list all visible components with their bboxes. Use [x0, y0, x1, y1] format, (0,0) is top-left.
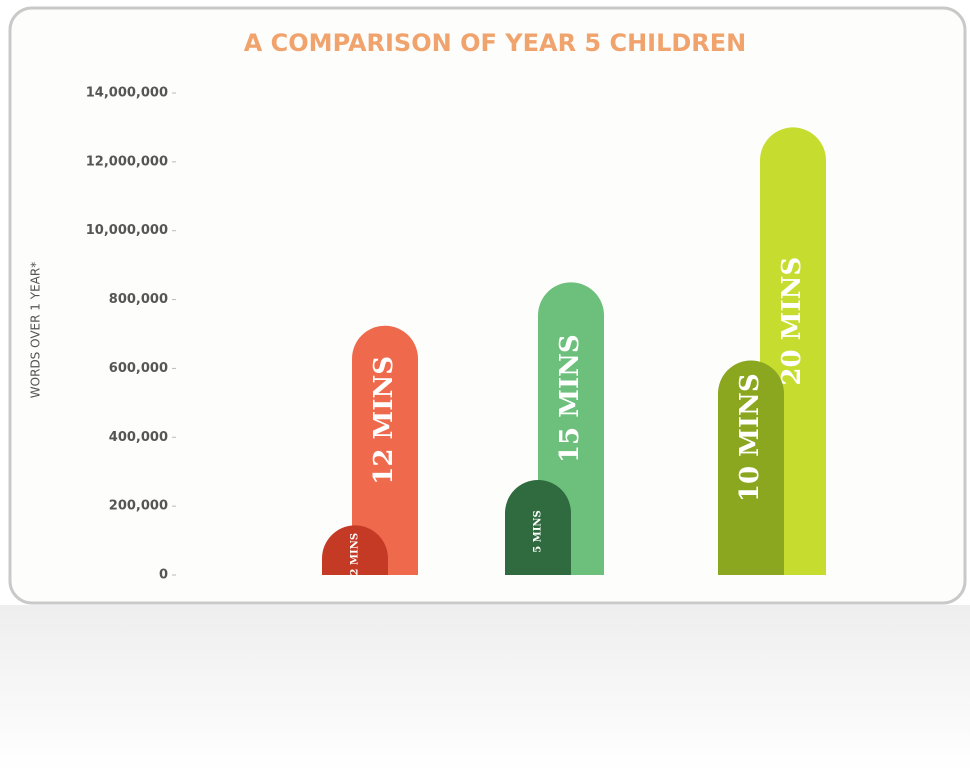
chart-title: A COMPARISON OF YEAR 5 CHILDREN [244, 29, 747, 57]
y-tick-label: 800,000 [109, 292, 168, 307]
bar-label: 5 MINS [533, 510, 544, 553]
y-tick-label: 10,000,000 [86, 223, 168, 238]
y-tick-label: 600,000 [109, 361, 168, 376]
bar-label: 10 MINS [735, 373, 765, 502]
chart: A COMPARISON OF YEAR 5 CHILDREN WORDS OV… [0, 0, 970, 772]
bar-label: 12 MINS [369, 356, 399, 485]
bar-label: 20 MINS [777, 257, 807, 386]
y-tick-label: 200,000 [109, 499, 168, 514]
bar-label: 2 MINS [350, 533, 361, 576]
reflection [0, 605, 970, 772]
page: A COMPARISON OF YEAR 5 CHILDREN WORDS OV… [0, 0, 970, 772]
y-tick-label: 14,000,000 [86, 86, 168, 101]
y-axis-label: WORDS OVER 1 YEAR* [29, 262, 43, 398]
y-tick-label: 12,000,000 [86, 154, 168, 169]
y-tick-label: 400,000 [109, 430, 168, 445]
bar-label: 15 MINS [555, 334, 585, 463]
y-tick-label: 0 [159, 568, 168, 583]
